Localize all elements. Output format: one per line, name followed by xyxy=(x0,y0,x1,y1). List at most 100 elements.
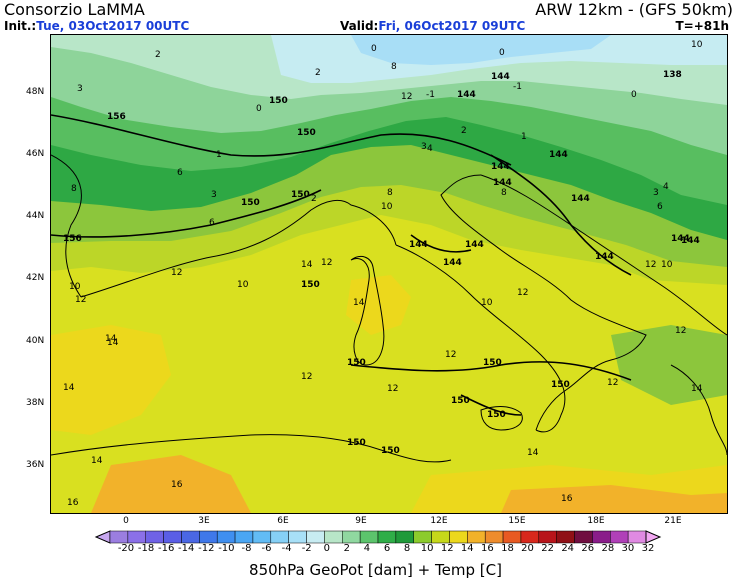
temp-label: 12 xyxy=(517,288,528,298)
colorbar-swatch xyxy=(556,530,575,544)
temp-label: 6 xyxy=(177,168,183,178)
geopot-label: 144 xyxy=(409,240,428,250)
longitude-label: 0 xyxy=(123,516,129,526)
geopot-label: 144 xyxy=(671,234,690,244)
temp-label: 14 xyxy=(91,456,103,466)
colorbar-tick-label: 8 xyxy=(403,543,411,554)
geopot-label: 144 xyxy=(465,240,484,250)
coast-greece xyxy=(670,364,727,456)
coast-corsica-sardinia xyxy=(350,256,385,366)
colorbar-swatch xyxy=(359,530,379,544)
temp-label: 3 xyxy=(77,84,83,94)
latitude-label: 42N xyxy=(26,273,45,283)
colorbar-left-arrow xyxy=(94,530,111,544)
latitude-label: 36N xyxy=(26,460,45,470)
geopotential-labels: 150 150 150 150 156 156 150 150 144 144 … xyxy=(63,70,700,456)
geopot-label: 150 xyxy=(347,358,366,368)
temp-label: 8 xyxy=(501,188,507,198)
geopot-label: 156 xyxy=(107,112,126,122)
colorbar-swatch xyxy=(109,530,129,544)
colorbar-swatch xyxy=(574,530,593,544)
temp-label: 6 xyxy=(209,218,215,228)
coast-sicily xyxy=(480,406,523,431)
coast-adriatic-east xyxy=(480,174,727,336)
temp-band-16-sardinia xyxy=(346,275,411,335)
longitude-label: 12E xyxy=(430,516,448,526)
latitude-label: 48N xyxy=(26,87,45,97)
temp-label: 10 xyxy=(691,40,703,50)
temp-label: 14 xyxy=(301,260,313,270)
temp-label: 0 xyxy=(631,90,637,100)
forecast-step: T=+81h xyxy=(675,19,729,33)
temp-label: 0 xyxy=(371,44,377,54)
temp-label: 12 xyxy=(445,350,456,360)
colorbar-tick-label: 6 xyxy=(383,543,391,554)
temp-label: 14 xyxy=(105,334,117,344)
colorbar-swatch xyxy=(484,530,504,544)
colorbar-tick-label: 32 xyxy=(641,543,655,554)
longitude-label: 3E xyxy=(198,516,210,526)
geopot-label: 150 xyxy=(483,358,502,368)
geopot-label: 150 xyxy=(551,380,570,390)
valid-label: Valid: xyxy=(340,19,379,33)
colorbar-tick-label: 14 xyxy=(460,543,474,554)
colorbar-tick-label: 10 xyxy=(420,543,434,554)
temp-label: 14 xyxy=(107,338,119,348)
temp-label: 2 xyxy=(155,50,161,60)
temperature-labels: 2 3 0 -1 1 3 4 6 8 10 12 14 16 2 6 8 10 … xyxy=(63,40,703,508)
geopot-label: 150 xyxy=(347,438,366,448)
colorbar-tick-label: 0 xyxy=(323,543,330,554)
geopot-label: 150 xyxy=(297,128,316,138)
temp-label: 8 xyxy=(391,62,397,72)
temp-label: 2 xyxy=(315,68,321,78)
colorbar-tick-label: 12 xyxy=(440,543,454,554)
colorbar-swatch xyxy=(127,530,146,544)
temp-label: 16 xyxy=(171,480,183,490)
colorbar-swatch xyxy=(234,530,254,544)
temp-label: 10 xyxy=(661,260,673,270)
geopot-label: 144 xyxy=(443,258,462,268)
colorbar-tick-label: 16 xyxy=(481,543,494,554)
temp-label: 12 xyxy=(401,92,412,102)
isohypse-150-ionian xyxy=(460,394,522,416)
colorbar-swatch xyxy=(627,530,647,544)
temp-label: 2 xyxy=(461,126,467,136)
temp-label: 16 xyxy=(67,498,79,508)
temp-label: 12 xyxy=(301,372,312,382)
valid-time: Valid:Fri, 06Oct2017 09UTC xyxy=(340,19,525,33)
colorbar-tick-label: 26 xyxy=(581,543,595,554)
temp-label: 14 xyxy=(527,448,539,458)
temp-band-18-sw xyxy=(91,455,251,513)
colorbar-tick-label: -16 xyxy=(157,543,175,554)
geopot-label: 144 xyxy=(595,252,614,262)
coast-italy-east xyxy=(440,174,647,431)
colorbar-labels: -20 -18 -16 -14 -12 -10 -8 -6 -4 -2 0 2 4 6 8 10 12 14 16 1… xyxy=(0,543,751,557)
temp-label: 2 xyxy=(311,194,317,204)
geopot-label: 144 xyxy=(571,194,590,204)
geopot-label: 138 xyxy=(663,70,682,80)
temp-label: 3 xyxy=(421,142,427,152)
colorbar-swatch xyxy=(270,530,289,544)
temp-label: 14 xyxy=(353,298,365,308)
longitude-label: 15E xyxy=(508,516,526,526)
temp-label: 14 xyxy=(63,383,75,393)
longitude-label: 21E xyxy=(664,516,682,526)
coastlines xyxy=(51,154,727,463)
temp-label: -1 xyxy=(426,90,435,100)
colorbar-swatch xyxy=(377,530,397,544)
colorbar-tick-label: -12 xyxy=(198,543,215,554)
colorbar-swatch xyxy=(252,530,272,544)
map-caption: 850hPa GeoPot [dam] + Temp [C] xyxy=(249,561,502,579)
init-label: Init.: xyxy=(4,19,37,33)
geopot-label: 144 xyxy=(491,162,510,172)
isohypse-150-south xyxy=(350,361,632,381)
colorbar-swatch xyxy=(145,530,164,544)
longitude-label: 9E xyxy=(355,516,367,526)
latitude-label: 46N xyxy=(26,149,45,159)
coast-gulf-of-lion xyxy=(80,199,397,298)
geopot-label: 150 xyxy=(487,410,506,420)
isohypse-144-italy xyxy=(410,234,472,253)
temp-label: 14 xyxy=(691,384,703,394)
temp-band-16-west xyxy=(51,325,171,435)
geopotential-contours xyxy=(51,114,632,416)
